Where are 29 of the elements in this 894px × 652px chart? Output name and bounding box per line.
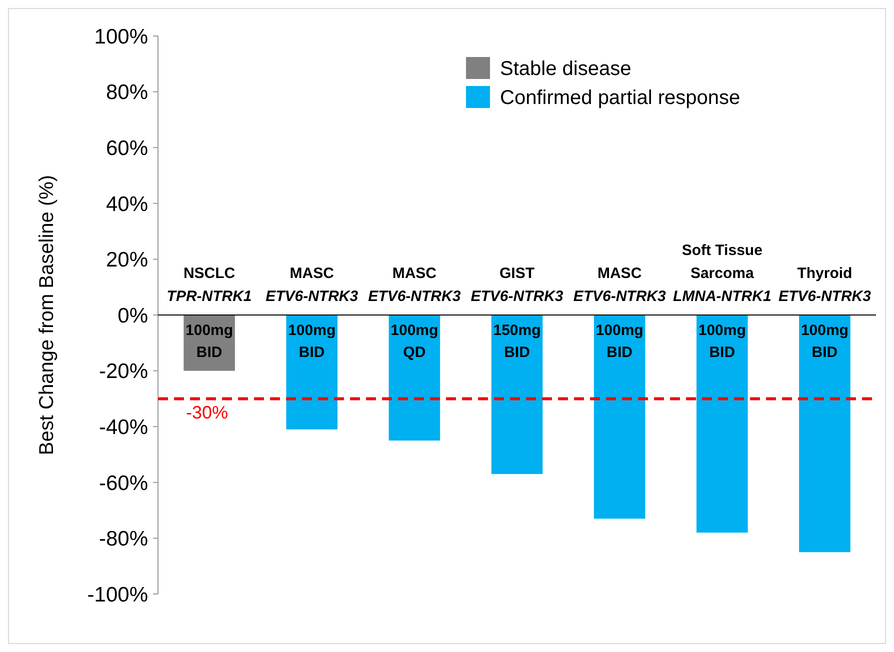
y-tick-label: 60%	[106, 136, 148, 160]
y-tick-label: 0%	[118, 304, 148, 328]
annotation: 150mg BID	[493, 322, 541, 361]
x-tick-label: Soft Tissue Sarcoma LMNA-NTRK1	[672, 242, 772, 305]
y-tick-label: -100%	[87, 583, 148, 606]
y-tick-label: 100%	[94, 25, 148, 48]
y-tick-label: -40%	[98, 416, 148, 439]
annotation: 100mg BID	[288, 322, 336, 361]
x-tick-label: Thyroid ETV6-NTRK3	[778, 265, 872, 305]
y-tick-label: 40%	[106, 192, 148, 216]
y-tick-label: -80%	[98, 528, 148, 551]
x-tick-label: MASC ETV6-NTRK3	[266, 265, 359, 305]
y-axis-title: Best Change from Baseline (%)	[36, 174, 58, 456]
y-tick-label: -20%	[98, 360, 148, 384]
x-tick-label: GIST ETV6-NTRK3	[470, 265, 564, 305]
legend-label: Confirmed partial response	[500, 87, 740, 109]
y-tick-label: -60%	[98, 472, 148, 495]
y-tick-label: 20%	[106, 248, 148, 272]
annotation: 100mg QD	[390, 322, 438, 361]
x-tick-label: MASC ETV6-NTRK3	[368, 265, 462, 305]
y-tick-label: 80%	[106, 81, 148, 104]
annotation: 100mg BID	[596, 322, 644, 361]
x-tick-label: MASC ETV6-NTRK3	[573, 265, 666, 305]
ref-line-label: -30%	[186, 402, 228, 423]
legend-label: Stable disease	[500, 58, 632, 80]
annotation: 100mg BID	[186, 322, 234, 361]
x-tick-label: NSCLC TPR-NTRK1	[166, 265, 252, 305]
annotation: 100mg BID	[800, 322, 848, 361]
annotation: 100mg BID	[698, 322, 746, 361]
